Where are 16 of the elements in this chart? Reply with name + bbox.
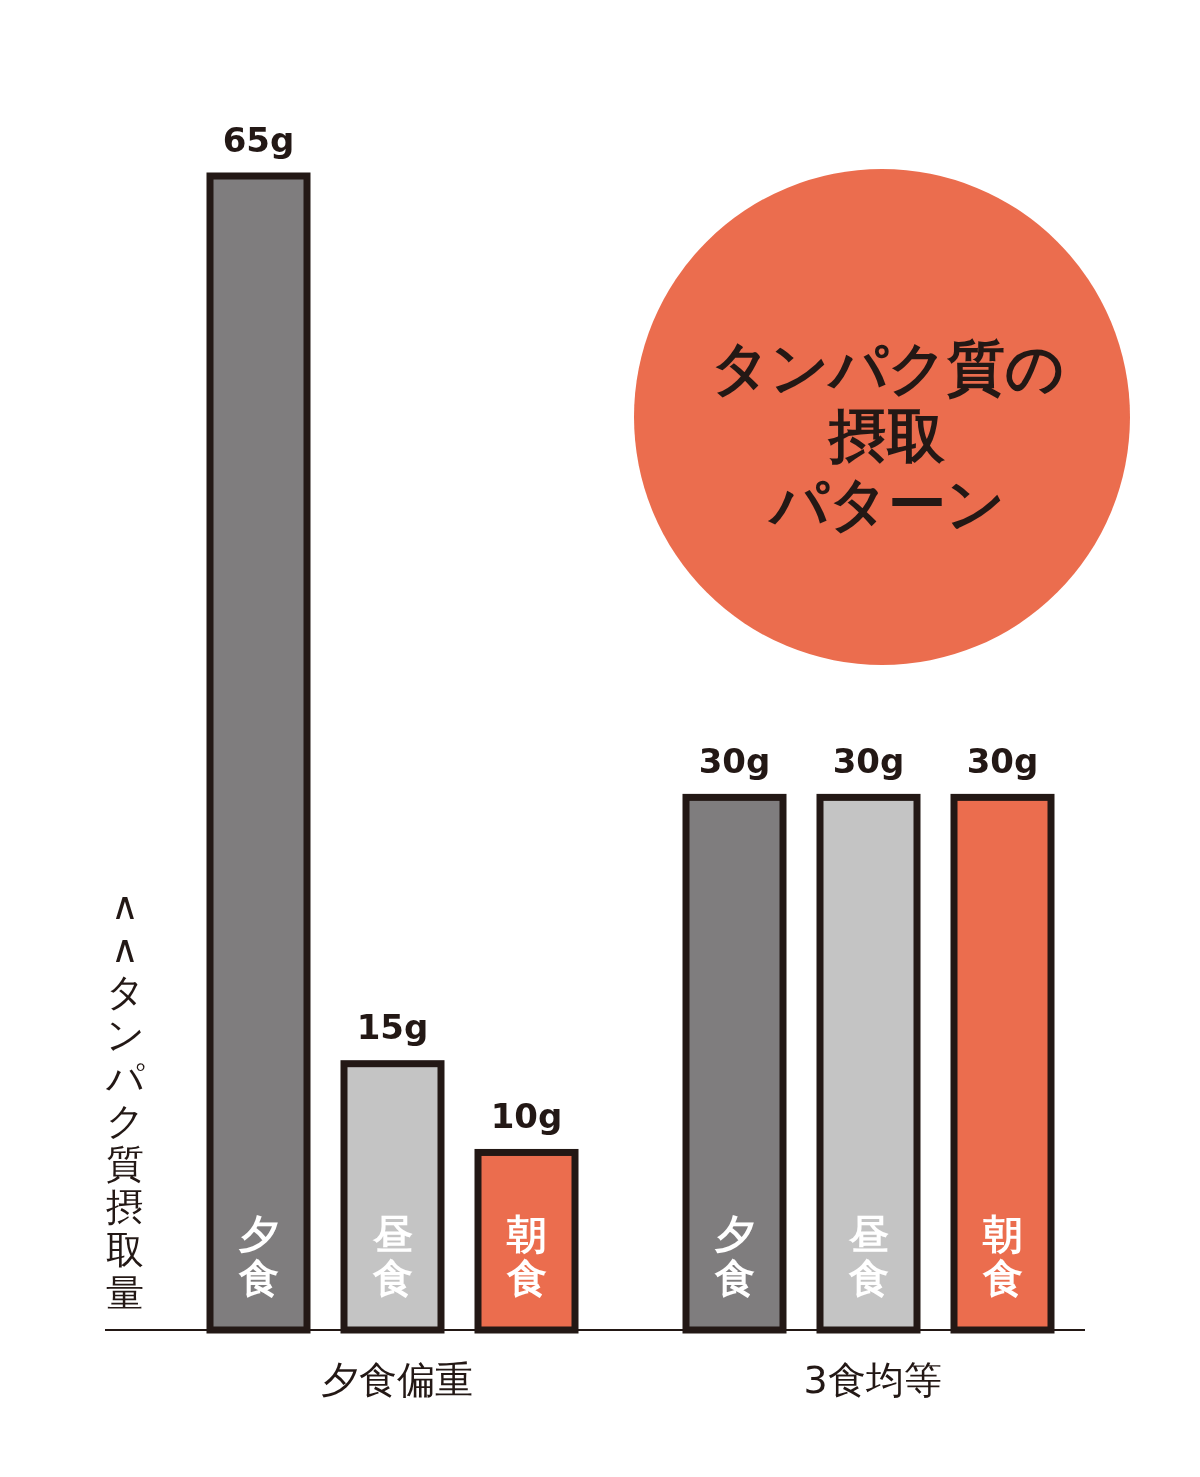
value-label: 30g	[966, 740, 1039, 781]
series-name: 朝食	[506, 1211, 547, 1301]
value-label: 30g	[832, 740, 905, 781]
series-name: 朝食	[982, 1211, 1023, 1301]
category: 3食均等	[803, 1358, 942, 1402]
category: 夕食偏重	[320, 1358, 473, 1402]
value-label: 10g	[490, 1095, 563, 1136]
series-name: 昼食	[848, 1211, 889, 1301]
ylabel: ∧∧タンパク質摂取量	[105, 884, 145, 1315]
value-label: 15g	[356, 1007, 429, 1048]
title: タンパク質の摂取パターン	[710, 334, 1064, 538]
series-name: 夕食	[714, 1211, 755, 1301]
series-name: 昼食	[372, 1211, 413, 1301]
series-name: 夕食	[238, 1211, 279, 1301]
value-label: 65g	[222, 119, 295, 160]
value-label: 30g	[698, 740, 771, 781]
